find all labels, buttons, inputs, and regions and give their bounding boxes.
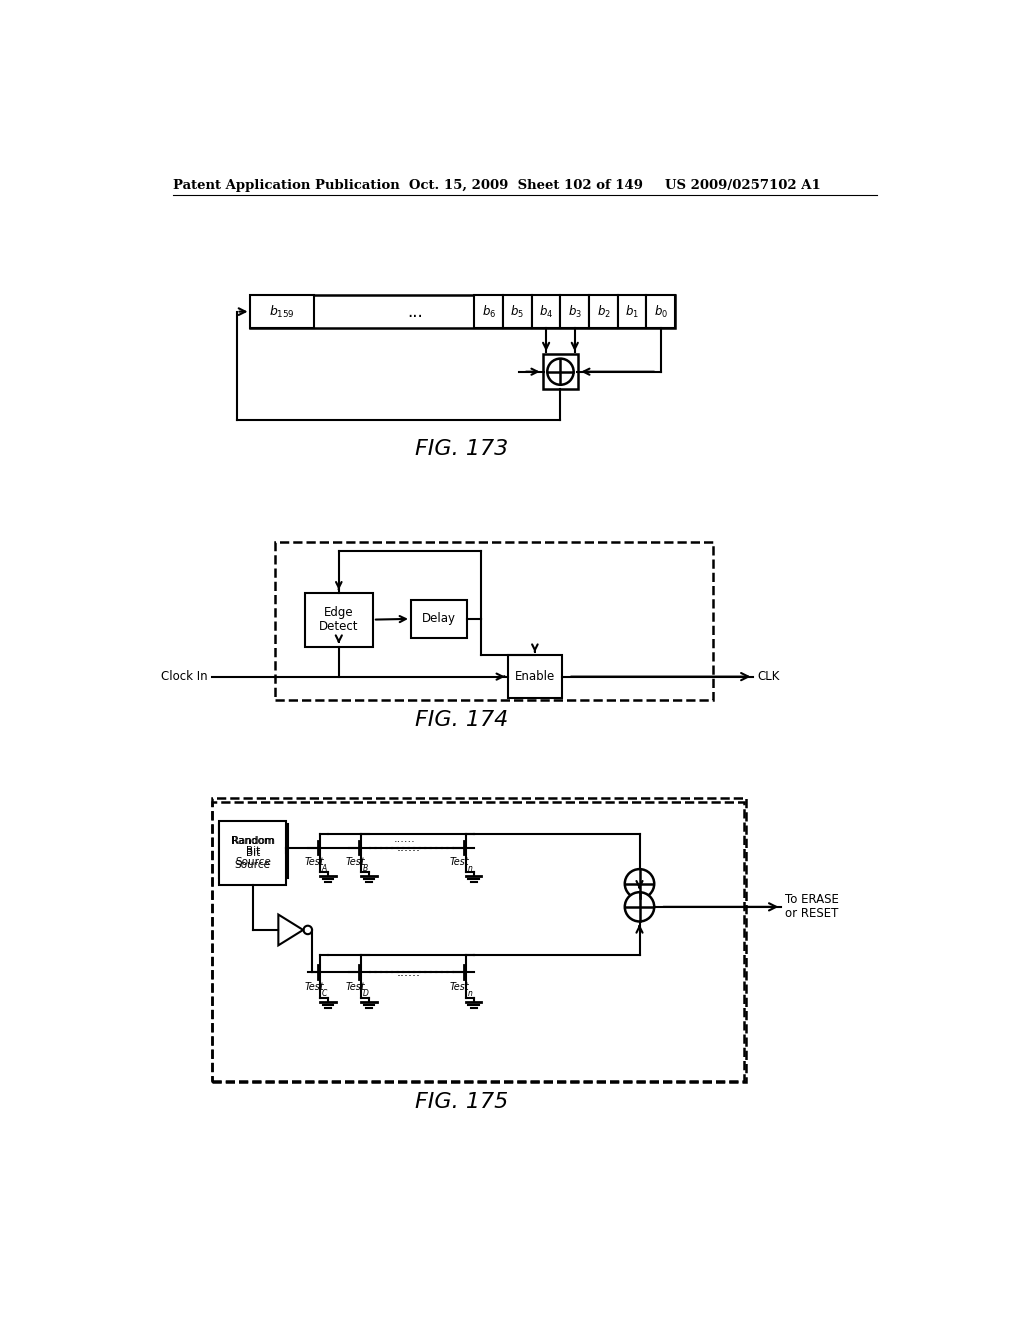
Bar <box>411 599 467 638</box>
Text: C: C <box>322 989 327 998</box>
Text: Source: Source <box>234 861 270 870</box>
Bar <box>219 825 288 878</box>
Circle shape <box>625 869 654 899</box>
Text: Bit: Bit <box>246 847 260 858</box>
Text: FIG. 174: FIG. 174 <box>415 710 508 730</box>
Text: Test: Test <box>304 857 324 867</box>
Text: ......: ...... <box>396 966 421 979</box>
Bar <box>219 821 286 884</box>
Text: $b_5$: $b_5$ <box>510 304 524 319</box>
Text: $b_2$: $b_2$ <box>597 304 610 319</box>
Bar <box>560 296 589 327</box>
Text: Source: Source <box>236 857 271 867</box>
Text: Enable: Enable <box>515 671 555 684</box>
Circle shape <box>625 892 654 921</box>
Text: Random: Random <box>231 836 274 846</box>
Text: Edge: Edge <box>324 606 353 619</box>
Text: n: n <box>467 989 472 998</box>
Bar <box>305 593 373 647</box>
Text: Test: Test <box>345 857 365 867</box>
Text: or RESET: or RESET <box>785 907 839 920</box>
Text: Clock In: Clock In <box>161 671 208 684</box>
Text: Bit: Bit <box>247 846 261 857</box>
Bar <box>543 354 579 389</box>
Text: $b_{159}$: $b_{159}$ <box>269 304 295 319</box>
Text: ......: ...... <box>394 834 416 843</box>
Text: Test: Test <box>450 857 470 867</box>
Text: FIG. 173: FIG. 173 <box>415 440 508 459</box>
Text: B: B <box>362 865 368 874</box>
Bar <box>251 296 314 327</box>
Text: To ERASE: To ERASE <box>785 894 839 907</box>
Bar <box>617 296 646 327</box>
Text: CLK: CLK <box>758 671 779 684</box>
Bar <box>474 296 503 327</box>
Text: Test: Test <box>345 982 365 991</box>
Text: $b_1$: $b_1$ <box>626 304 639 319</box>
Text: Delay: Delay <box>422 612 456 626</box>
Text: D: D <box>362 989 369 998</box>
Text: n: n <box>467 865 472 874</box>
Text: Oct. 15, 2009  Sheet 102 of 149: Oct. 15, 2009 Sheet 102 of 149 <box>409 180 642 193</box>
Text: $b_6$: $b_6$ <box>481 304 496 319</box>
Text: Test: Test <box>304 982 324 991</box>
Text: $b_0$: $b_0$ <box>653 304 668 319</box>
Text: FIG. 175: FIG. 175 <box>415 1093 508 1113</box>
Text: US 2009/0257102 A1: US 2009/0257102 A1 <box>665 180 821 193</box>
Text: $b_4$: $b_4$ <box>539 304 553 319</box>
Bar <box>503 296 531 327</box>
Bar <box>508 655 562 698</box>
Text: Detect: Detect <box>319 620 358 634</box>
Circle shape <box>547 359 573 385</box>
Bar <box>251 296 675 327</box>
Text: Test: Test <box>450 982 470 991</box>
Text: A: A <box>322 865 327 874</box>
Text: Random: Random <box>232 836 275 846</box>
Bar <box>212 797 746 1082</box>
Text: $b_3$: $b_3$ <box>567 304 582 319</box>
Bar <box>212 803 744 1081</box>
Text: Patent Application Publication: Patent Application Publication <box>173 180 399 193</box>
Bar <box>275 541 713 700</box>
Bar <box>531 296 560 327</box>
Bar <box>646 296 675 327</box>
Text: ......: ...... <box>396 841 421 854</box>
Bar <box>589 296 617 327</box>
Text: ...: ... <box>407 302 423 321</box>
